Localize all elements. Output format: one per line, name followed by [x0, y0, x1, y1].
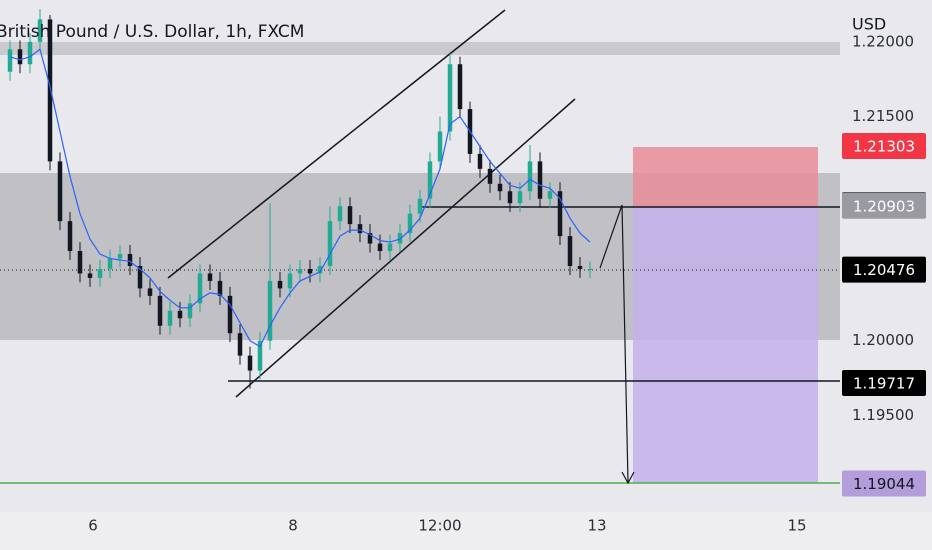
- time-axis: [0, 512, 932, 550]
- candle-body: [147, 288, 153, 296]
- candle-body: [567, 236, 573, 266]
- candle-body: [37, 19, 43, 42]
- price-tag-label: 1.19717: [853, 374, 915, 392]
- candle-body: [417, 198, 423, 214]
- candle-body: [547, 191, 553, 199]
- candle-body: [167, 310, 173, 326]
- candle-body: [527, 161, 533, 192]
- candle-body: [337, 206, 343, 222]
- price-tag-label: 1.21303: [853, 137, 915, 155]
- candle-body: [57, 161, 63, 222]
- candle-body: [117, 254, 123, 259]
- candle-body: [257, 340, 263, 371]
- candle-body: [557, 191, 563, 237]
- candle-body: [47, 19, 53, 162]
- candle-body: [27, 41, 33, 65]
- candle-body: [407, 213, 413, 234]
- price-tag-label: 1.20903: [853, 197, 915, 215]
- candle-body: [587, 268, 593, 270]
- y-tick-label: 1.22000: [852, 32, 914, 50]
- chart-title: British Pound / U.S. Dollar, 1h, FXCM: [0, 22, 304, 42]
- price-tag: [842, 256, 926, 283]
- x-tick-label: 6: [88, 517, 98, 535]
- candle-body: [367, 233, 373, 244]
- candle-body: [157, 295, 163, 326]
- resistance-zone: [0, 42, 840, 55]
- candle-body: [67, 221, 73, 252]
- candle-body: [507, 191, 513, 204]
- candle-body: [437, 131, 443, 162]
- candle-body: [7, 49, 13, 72]
- candle-body: [237, 333, 243, 356]
- currency-label: USD: [852, 15, 886, 34]
- candle-body: [357, 224, 363, 234]
- price-tag-label: 1.19044: [853, 475, 915, 493]
- plot: [7, 8, 593, 389]
- candle-body: [177, 310, 183, 319]
- price-tag: [842, 369, 926, 396]
- y-tick-label: 1.20000: [852, 331, 914, 349]
- x-tick-label: 12:00: [418, 517, 461, 535]
- candle-body: [277, 280, 283, 289]
- projection-arrow: [599, 204, 629, 483]
- channel-top: [167, 9, 506, 279]
- candle-body: [347, 206, 353, 225]
- candle-body: [207, 273, 213, 281]
- candle-body: [77, 251, 83, 274]
- candle-body: [487, 168, 493, 184]
- candle-body: [187, 303, 193, 319]
- arrow-head: [621, 471, 635, 485]
- moving-average: [9, 48, 591, 348]
- candle-body: [297, 268, 303, 274]
- candle-body: [287, 273, 293, 289]
- candle-body: [577, 265, 583, 269]
- x-tick-label: 15: [787, 517, 806, 535]
- candle-body: [97, 268, 103, 278]
- price-tag: [842, 132, 926, 159]
- price-tag: [842, 192, 926, 219]
- price-tag: [842, 470, 926, 497]
- target-zone: [633, 207, 818, 483]
- candle-body: [327, 221, 333, 266]
- candle-body: [307, 268, 313, 274]
- candle-body: [17, 49, 23, 65]
- candle-body: [427, 161, 433, 199]
- candle-body: [457, 64, 463, 110]
- stop-zone: [633, 147, 818, 207]
- y-tick-label: 1.19500: [852, 406, 914, 424]
- candle-body: [87, 273, 93, 278]
- candle-body: [477, 153, 483, 169]
- candle-body: [387, 243, 393, 252]
- candle-body: [107, 258, 113, 269]
- candle-body: [197, 273, 203, 304]
- candle-body: [127, 254, 133, 266]
- x-tick-label: 8: [288, 517, 298, 535]
- candle-body: [317, 265, 323, 274]
- candle-body: [227, 295, 233, 334]
- candle-body: [247, 355, 253, 371]
- y-tick-label: 1.21500: [852, 107, 914, 125]
- candle-body: [517, 191, 523, 204]
- candle-body: [377, 243, 383, 252]
- candle-body: [267, 280, 273, 341]
- candle-body: [497, 183, 503, 192]
- candle-body: [217, 280, 223, 296]
- candle-body: [447, 64, 453, 132]
- candle-body: [137, 265, 143, 289]
- x-tick-label: 13: [587, 517, 606, 535]
- candle-body: [537, 161, 543, 199]
- channel-bottom: [235, 98, 576, 398]
- price-tag-label: 1.20476: [853, 261, 915, 279]
